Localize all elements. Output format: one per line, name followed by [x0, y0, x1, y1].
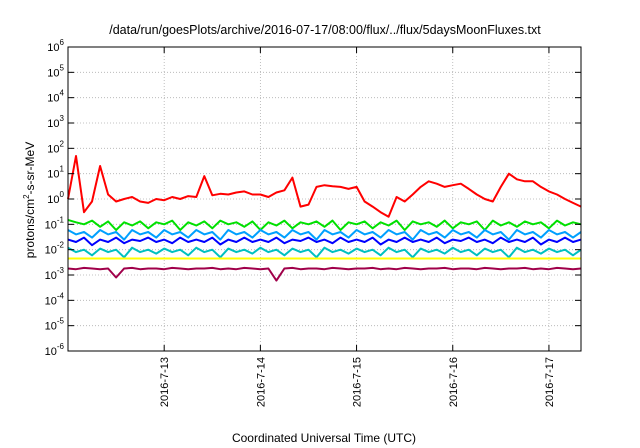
x-tick-label: 2016-7-14	[255, 357, 267, 407]
x-tick-label: 2016-7-17	[544, 357, 556, 407]
x-tick-label: 2016-7-13	[159, 357, 171, 407]
chart-title: /data/run/goesPlots/archive/2016-07-17/0…	[109, 23, 541, 37]
series-line	[67, 236, 582, 247]
series-line	[67, 266, 582, 282]
series-line	[67, 229, 582, 241]
x-axis-label: Coordinated Universal Time (UTC)	[232, 431, 416, 445]
x-tick-label: 2016-7-15	[352, 357, 364, 407]
y-tick-label: 10-3	[45, 266, 65, 282]
y-tick-label: 10-6	[45, 342, 65, 358]
x-tick-label: 2016-7-16	[448, 357, 460, 407]
grid-lines	[68, 47, 581, 351]
series-line	[67, 246, 582, 259]
y-axis-ticks: 10-6 10-5 10-4 10-3 10-2 10-1 100 101 102 103 104 1…	[45, 38, 581, 358]
y-tick-label: 100	[47, 190, 64, 206]
y-tick-label: 101	[47, 165, 64, 181]
y-tick-label: 10-1	[45, 215, 65, 231]
y-tick-label: 103	[47, 114, 64, 130]
series-group	[67, 155, 582, 282]
y-tick-label: 10-2	[45, 241, 65, 257]
plot-frame	[67, 46, 582, 352]
y-tick-label: 102	[47, 139, 64, 155]
y-tick-label: 10-4	[45, 291, 65, 307]
y-tick-label: 104	[47, 89, 64, 105]
series-line	[67, 155, 582, 218]
y-tick-label: 106	[47, 38, 64, 54]
y-tick-label: 105	[47, 63, 64, 79]
series-line	[67, 218, 582, 231]
x-axis-ticks: 2016-7-13 2016-7-14 2016-7-15 2016-7-16 2016…	[159, 47, 556, 407]
y-tick-label: 10-5	[45, 317, 65, 333]
y-axis-label: protons/cm2-s-sr-MeV	[22, 142, 37, 258]
